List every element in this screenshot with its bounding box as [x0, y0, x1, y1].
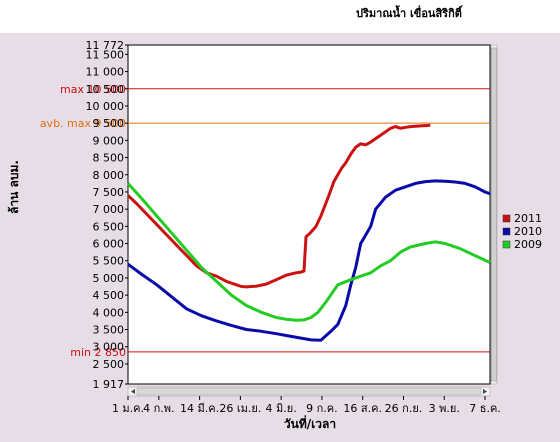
legend-swatch-2009 — [502, 240, 511, 249]
y-tick-label: 3 500 — [93, 324, 125, 337]
x-tick-label: 26 เม.ย. — [219, 402, 261, 415]
y-tick-label: 3 000 — [93, 341, 125, 354]
y-tick-label: 9 000 — [93, 134, 125, 147]
series-line-2009 — [126, 182, 491, 322]
scroll-right-arrow-icon[interactable] — [483, 389, 487, 394]
y-tick-label: 11 500 — [86, 48, 125, 61]
plot-area — [127, 44, 491, 385]
y-tick-label: 4 000 — [93, 306, 125, 319]
y-tick-label: 4 500 — [93, 289, 125, 302]
x-tick-label: 3 พ.ย. — [429, 402, 460, 415]
x-tick-label: 4 ก.พ. — [143, 402, 174, 415]
horizontal-scrollbar-thumb[interactable] — [136, 387, 482, 396]
y-tick-label: 5 000 — [93, 272, 125, 285]
y-tick-label: 10 500 — [86, 83, 125, 96]
y-tick-label: 5 500 — [93, 255, 125, 268]
y-tick-label: 6 000 — [93, 238, 125, 251]
series-lines — [126, 123, 491, 342]
ref-label-avg-max: avb. max 9 500 — [40, 117, 126, 130]
x-tick-label: 26 ก.ย. — [385, 402, 423, 415]
y-tick-label: 6 500 — [93, 220, 125, 233]
y-tick-label: 2 500 — [93, 358, 125, 371]
vertical-scrollbar-thumb[interactable] — [491, 47, 497, 382]
y-tick-label: 7 000 — [93, 203, 125, 216]
reference-lines: max 10 500 avb. max 9 500 min 2 850 — [40, 83, 490, 359]
y-tick-label: 11 000 — [86, 66, 125, 79]
x-tick-label: 4 มิ.ย. — [266, 402, 297, 415]
x-tick-label: 1 ม.ค. — [112, 402, 144, 415]
x-tick-label: 7 ธ.ค. — [469, 402, 501, 415]
x-tick-label: 14 มี.ค. — [180, 402, 219, 415]
y-tick-label: 8 000 — [93, 169, 125, 182]
y-tick-label: 10 000 — [86, 100, 125, 113]
y-tick-label: 1 917 — [93, 378, 125, 391]
legend-swatch-2010 — [502, 227, 511, 236]
x-axis-ticks: 1 ม.ค. 4 ก.พ. 14 มี.ค. 26 เม.ย. 4 มิ.ย. 9 ก.ค… — [112, 396, 501, 415]
x-tick-label: 9 ก.ค. — [306, 402, 338, 415]
chart-title: ปริมาณน้ำ เขื่อนสิริกิติ์ — [356, 7, 462, 20]
x-tick-label: 16 ส.ค. — [343, 402, 382, 415]
ref-label-max: max 10 500 — [60, 83, 126, 96]
y-tick-label: 7 500 — [93, 186, 125, 199]
legend-label-2011: 2011 — [514, 212, 542, 225]
x-axis-label: วันที่/เวลา — [283, 417, 337, 431]
legend-label-2010: 2010 — [514, 225, 542, 238]
y-tick-label: 11 772 — [86, 39, 125, 52]
legend-swatch-2011 — [502, 214, 511, 223]
legend-label-2009: 2009 — [514, 238, 542, 251]
ref-label-min: min 2 850 — [70, 346, 126, 359]
scroll-left-arrow-icon[interactable] — [131, 389, 135, 394]
y-tick-label: 9 500 — [93, 117, 125, 130]
series-line-2010 — [127, 179, 491, 342]
y-tick-label: 8 500 — [93, 152, 125, 165]
